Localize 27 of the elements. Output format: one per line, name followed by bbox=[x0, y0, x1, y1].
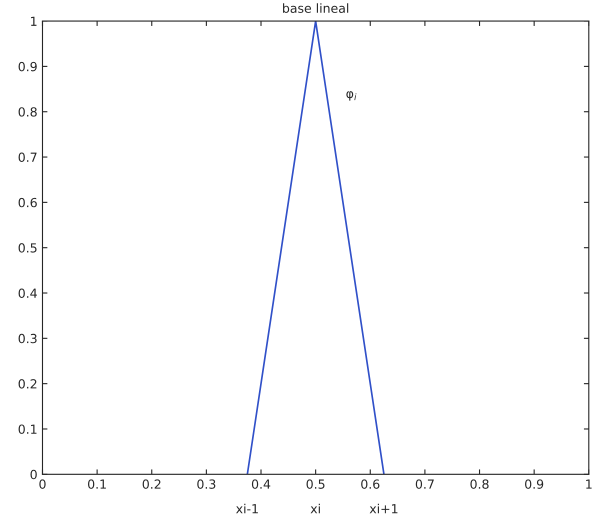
text: xi+1 bbox=[370, 504, 398, 514]
x-tick-label: 0.3 bbox=[197, 479, 216, 489]
y-tick-label: 0.5 bbox=[18, 243, 37, 253]
annotation: φ$_{i}$ bbox=[346, 91, 356, 101]
x-tick-label: 0 bbox=[39, 479, 46, 489]
y-tick-label: 0.9 bbox=[18, 62, 37, 72]
chart-title: base lineal bbox=[283, 3, 348, 13]
x-tick-label: 0.7 bbox=[416, 479, 434, 489]
y-tick-label: 0.6 bbox=[18, 198, 37, 208]
y-tick-label: 0.8 bbox=[18, 107, 37, 117]
text: xi bbox=[310, 504, 320, 514]
text: xi-1 bbox=[236, 504, 258, 514]
x-tick-label: 0.6 bbox=[361, 479, 380, 489]
x-tick-label: 0.9 bbox=[525, 479, 544, 489]
x-tick-label: 0.4 bbox=[252, 479, 270, 489]
x-tick-label: 0.2 bbox=[142, 479, 160, 489]
x-tick-label: 0.5 bbox=[306, 479, 324, 489]
x-tick-label: 1 bbox=[586, 480, 592, 489]
y-tick-label: 0 bbox=[30, 470, 37, 480]
y-tick-label: 0.4 bbox=[18, 288, 37, 298]
y-tick-label: 0.1 bbox=[18, 424, 36, 434]
x-tick-label: 0.8 bbox=[470, 479, 489, 489]
x-tick-label: 0.1 bbox=[88, 479, 106, 489]
y-tick-label: 0.7 bbox=[18, 152, 37, 162]
y-tick-label: 0.3 bbox=[18, 334, 37, 344]
y-tick-label: 0.2 bbox=[18, 379, 36, 389]
y-tick-label: 1 bbox=[31, 16, 36, 26]
